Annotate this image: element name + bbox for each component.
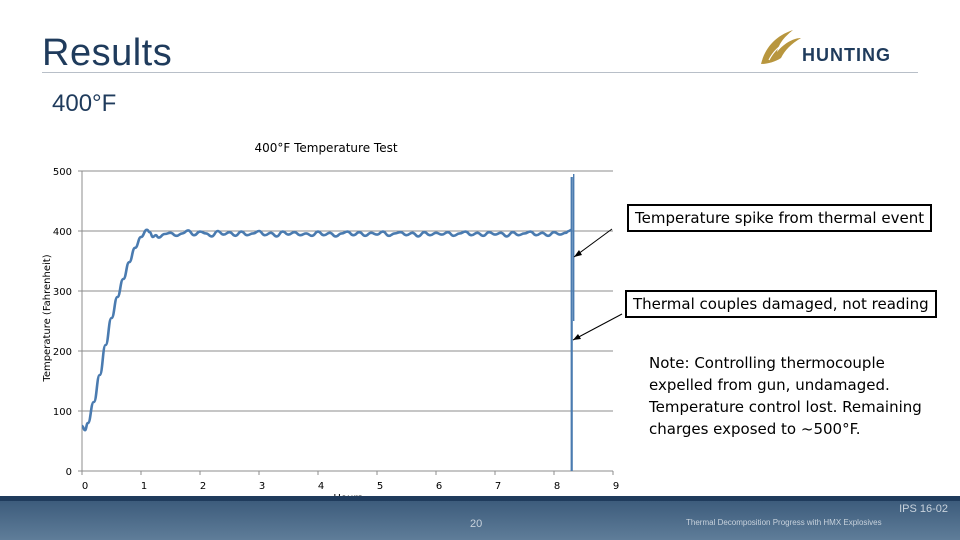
x-tick-label-9: 9 [613, 481, 619, 492]
damaged-arrow [572, 313, 623, 341]
y-tick-label-300: 300 [53, 287, 72, 298]
chart-title: 400°F Temperature Test [254, 141, 397, 155]
slide-title: Results [42, 32, 173, 74]
x-tick-label-6: 6 [436, 481, 442, 492]
y-tick-label-0: 0 [66, 467, 72, 478]
logo-text: HUNTING [802, 45, 891, 65]
spike-arrowhead-icon [574, 250, 582, 257]
x-tick-label-7: 7 [495, 481, 501, 492]
damaged-arrowhead-icon [573, 334, 581, 340]
x-tick-label-0: 0 [82, 481, 88, 492]
x-tick-label-4: 4 [318, 481, 324, 492]
footer-accent-bar [0, 496, 960, 501]
page-number: 20 [470, 518, 483, 530]
y-tick-label-400: 400 [53, 227, 72, 238]
document-id: IPS 16-02 [899, 503, 948, 515]
title-divider [42, 72, 918, 73]
x-tick-label-5: 5 [377, 481, 383, 492]
temperature-series-line [81, 228, 572, 432]
y-tick-label-100: 100 [53, 407, 72, 418]
slide-subtitle: 400°F [52, 90, 117, 117]
x-tick-label-3: 3 [259, 481, 265, 492]
x-tick-label-2: 2 [200, 481, 206, 492]
wing-logo-icon [761, 30, 801, 64]
footer-band [0, 501, 960, 540]
hunting-logo: HUNTING [755, 26, 915, 70]
note-text: Note: Controlling thermocouple expelled … [649, 354, 922, 438]
y-tick-label-200: 200 [53, 347, 72, 358]
spike-annotation: Temperature spike from thermal event [627, 204, 933, 232]
y-tick-label-500: 500 [53, 167, 72, 178]
damaged-annotation: Thermal couples damaged, not reading [625, 290, 937, 318]
x-tick-label-1: 1 [141, 481, 147, 492]
footer-caption: Thermal Decomposition Progress with HMX … [686, 518, 882, 527]
x-tick-label-8: 8 [554, 481, 560, 492]
y-axis-label: Temperature (Fahrenheit) [42, 254, 53, 382]
